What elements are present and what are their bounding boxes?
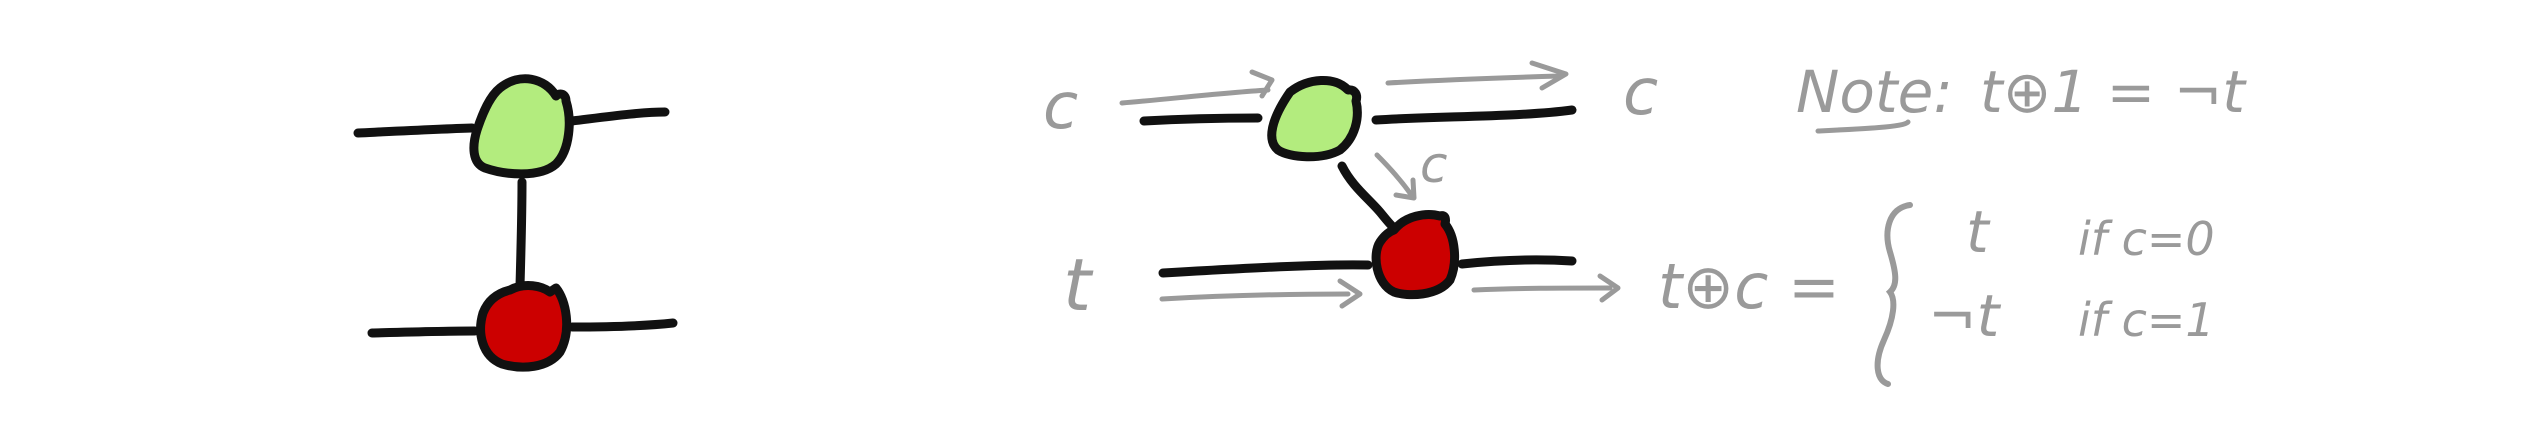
control-right-wire: [1371, 105, 1577, 125]
bottom-left-wire: [367, 326, 480, 338]
note-prefix: Note:: [1796, 58, 1953, 126]
target-input-label: t: [1063, 243, 1094, 327]
control-output-arrowhead: [1529, 60, 1569, 91]
target-input-arrow: [1159, 291, 1351, 302]
target-output-arrow: [1471, 285, 1613, 293]
case-bottom-condition: if c=1: [2078, 293, 2215, 347]
case-top-condition: if c=0: [2078, 212, 2215, 266]
control-input-arrow: [1119, 87, 1271, 106]
control-to-target-wire: [1337, 161, 1397, 231]
green-spider-node: [469, 74, 574, 179]
note-underline: [1815, 119, 1911, 134]
control-input-arrowhead: [1249, 69, 1275, 99]
copy-label: c: [1420, 136, 1448, 194]
annotated-cnot: c c c t t⊕c =: [1043, 56, 2215, 387]
vertical-connecting-wire: [515, 177, 527, 291]
note-annotation: Note: t⊕1 = ¬t: [1796, 58, 2247, 134]
control-left-wire: [1139, 113, 1263, 126]
copy-arrow: [1374, 152, 1413, 196]
control-output-arrow: [1385, 73, 1563, 86]
target-output-arrowhead: [1597, 273, 1621, 303]
top-right-wire: [567, 107, 670, 126]
case-brace: [1874, 202, 1913, 387]
target-left-wire: [1158, 260, 1373, 278]
copy-arrowhead: [1393, 177, 1417, 201]
bottom-right-wire: [567, 318, 678, 332]
top-left-wire: [353, 123, 477, 138]
case-top-value: t: [1966, 198, 1991, 266]
note-equation: t⊕1 = ¬t: [1980, 58, 2247, 126]
control-input-label: c: [1043, 70, 1078, 144]
target-right-wire: [1457, 255, 1577, 269]
case-bottom-value: ¬t: [1928, 282, 2002, 350]
control-output-label: c: [1623, 56, 1658, 130]
target-input-arrowhead: [1337, 278, 1363, 309]
target-red-spider: [1371, 210, 1460, 300]
result-formula-lhs: t⊕c =: [1658, 250, 1840, 323]
control-green-spider: [1267, 75, 1362, 162]
red-spider-node: [476, 281, 572, 372]
cnot-diagram: [353, 74, 678, 372]
